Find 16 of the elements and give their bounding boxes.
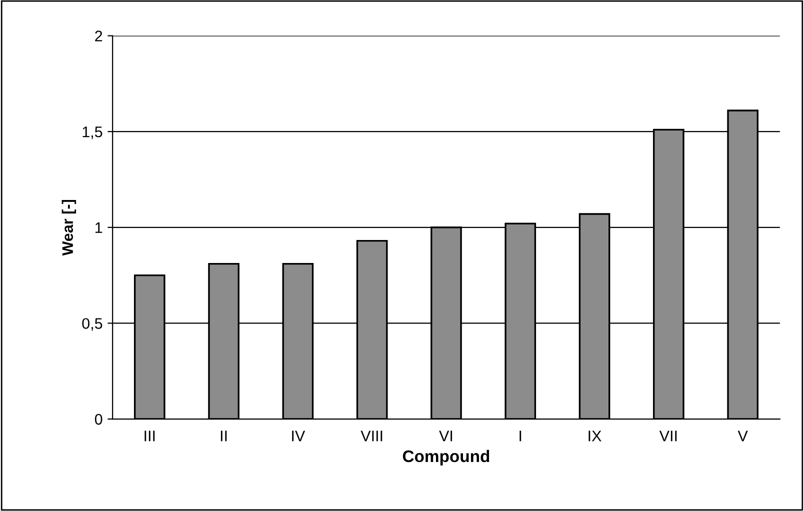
x-tick-label: VIII (360, 430, 382, 442)
x-axis-title: Compound (402, 450, 490, 466)
y-axis-title: Wear [-] (62, 200, 76, 256)
x-tick-label: I (520, 430, 522, 442)
x-tick-label: VI (439, 430, 452, 442)
x-tick-label: V (738, 430, 748, 442)
x-tick-label: VII (659, 430, 677, 442)
x-tick-label: IV (292, 430, 306, 442)
x-tick-label: III (144, 430, 155, 442)
x-tick-label: II (220, 430, 227, 442)
x-tick-label: IX (588, 430, 602, 442)
y-tick-label: 0,5 (82, 318, 102, 331)
y-tick-label: 1 (96, 222, 102, 233)
y-tick-label: 0 (94, 414, 102, 425)
y-tick-label: 1,5 (82, 126, 102, 140)
y-tick-label: 2 (95, 30, 102, 42)
